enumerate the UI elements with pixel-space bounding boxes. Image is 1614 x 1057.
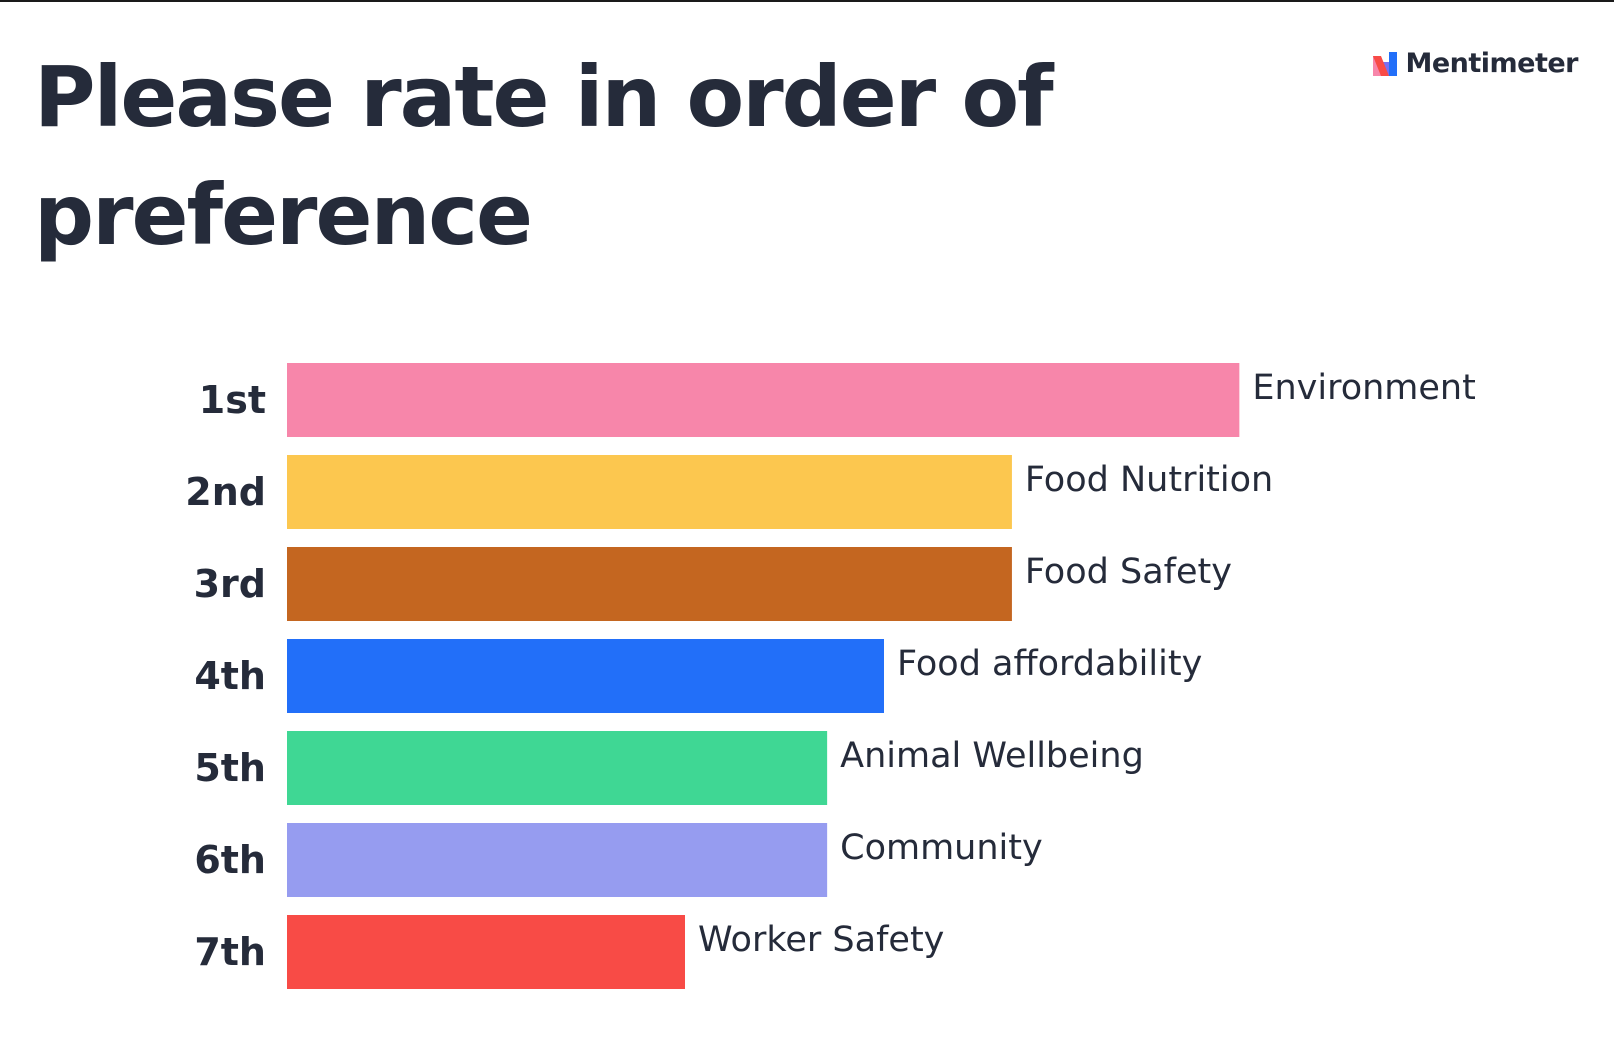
rank-label-5: 5th — [194, 746, 266, 790]
bar-2 — [287, 455, 1012, 529]
bar-6 — [287, 823, 828, 897]
top-border — [0, 0, 1614, 2]
page-title: Please rate in order of preference — [34, 48, 1054, 264]
category-label-6: Community — [840, 828, 1043, 868]
bar-5 — [287, 731, 828, 805]
category-label-2: Food Nutrition — [1025, 460, 1273, 500]
bar-1 — [287, 363, 1240, 437]
rank-label-2: 2nd — [185, 470, 266, 514]
brand-name: Mentimeter — [1405, 48, 1578, 79]
category-label-4: Food affordability — [897, 644, 1202, 684]
category-label-1: Environment — [1252, 368, 1475, 408]
rank-label-6: 6th — [194, 838, 266, 882]
category-label-7: Worker Safety — [698, 920, 944, 960]
rank-label-1: 1st — [199, 378, 266, 422]
bar-7 — [287, 915, 685, 989]
rank-label-4: 4th — [194, 654, 266, 698]
rank-label-7: 7th — [194, 930, 266, 974]
brand: Mentimeter — [1373, 48, 1578, 79]
bar-3 — [287, 547, 1012, 621]
category-label-3: Food Safety — [1025, 552, 1232, 592]
category-label-5: Animal Wellbeing — [840, 736, 1144, 776]
rank-label-3: 3rd — [194, 562, 266, 606]
mentimeter-logo-icon — [1373, 51, 1398, 76]
bar-4 — [287, 639, 884, 713]
